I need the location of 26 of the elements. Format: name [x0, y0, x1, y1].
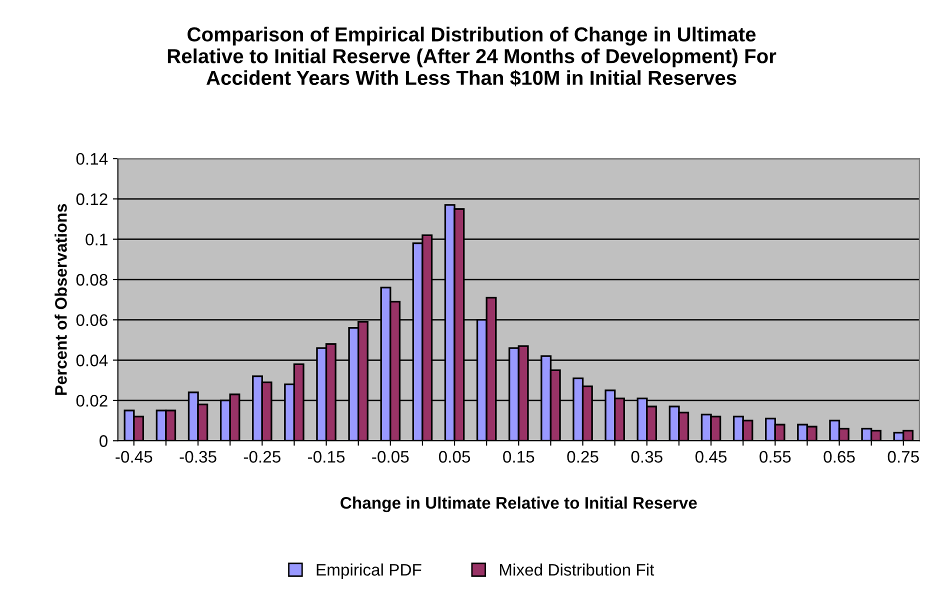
x-tick-label: -0.45 — [116, 450, 152, 463]
x-tick-label: -0.05 — [372, 450, 409, 463]
x-axis-title: Change in Ultimate Relative to Initial Reserve — [340, 496, 697, 512]
x-tick-label: 0.35 — [631, 450, 662, 463]
x-tick-label: 0.55 — [760, 450, 791, 463]
y-tick-label: 0.1 — [86, 234, 108, 246]
y-axis-title: Percent of Observations — [54, 204, 67, 395]
y-tick-label: 0.02 — [76, 394, 108, 407]
y-tick-label: 0.14 — [76, 153, 108, 165]
x-tick-label: 0.05 — [438, 450, 470, 463]
x-tick-label: 0.75 — [888, 450, 919, 463]
y-tick-label: 0.08 — [76, 274, 108, 286]
x-tick-label: 0.15 — [503, 450, 534, 463]
y-tick-label: 0.06 — [76, 314, 108, 326]
legend-label: Mixed Distribution Fit — [500, 563, 654, 576]
x-tick-label: 0.25 — [567, 450, 598, 463]
x-tick-label: -0.25 — [244, 450, 280, 463]
y-tick-label: 0 — [100, 435, 108, 447]
x-tick-label: -0.15 — [308, 450, 345, 463]
x-tick-label: 0.45 — [695, 450, 727, 463]
chart-title: Comparison of Empirical Distribution of Change in Ultimate Relative to Initial Reserve (After 24 Months of Development) For Accident Years With Less Than $10M in Initial Reserves — [168, 26, 776, 86]
legend-label: Empirical PDF — [316, 563, 422, 579]
x-tick-label: 0.65 — [824, 450, 855, 463]
x-tick-label: -0.35 — [180, 450, 216, 463]
y-tick-label: 0.12 — [76, 193, 108, 206]
y-tick-label: 0.04 — [76, 354, 108, 366]
